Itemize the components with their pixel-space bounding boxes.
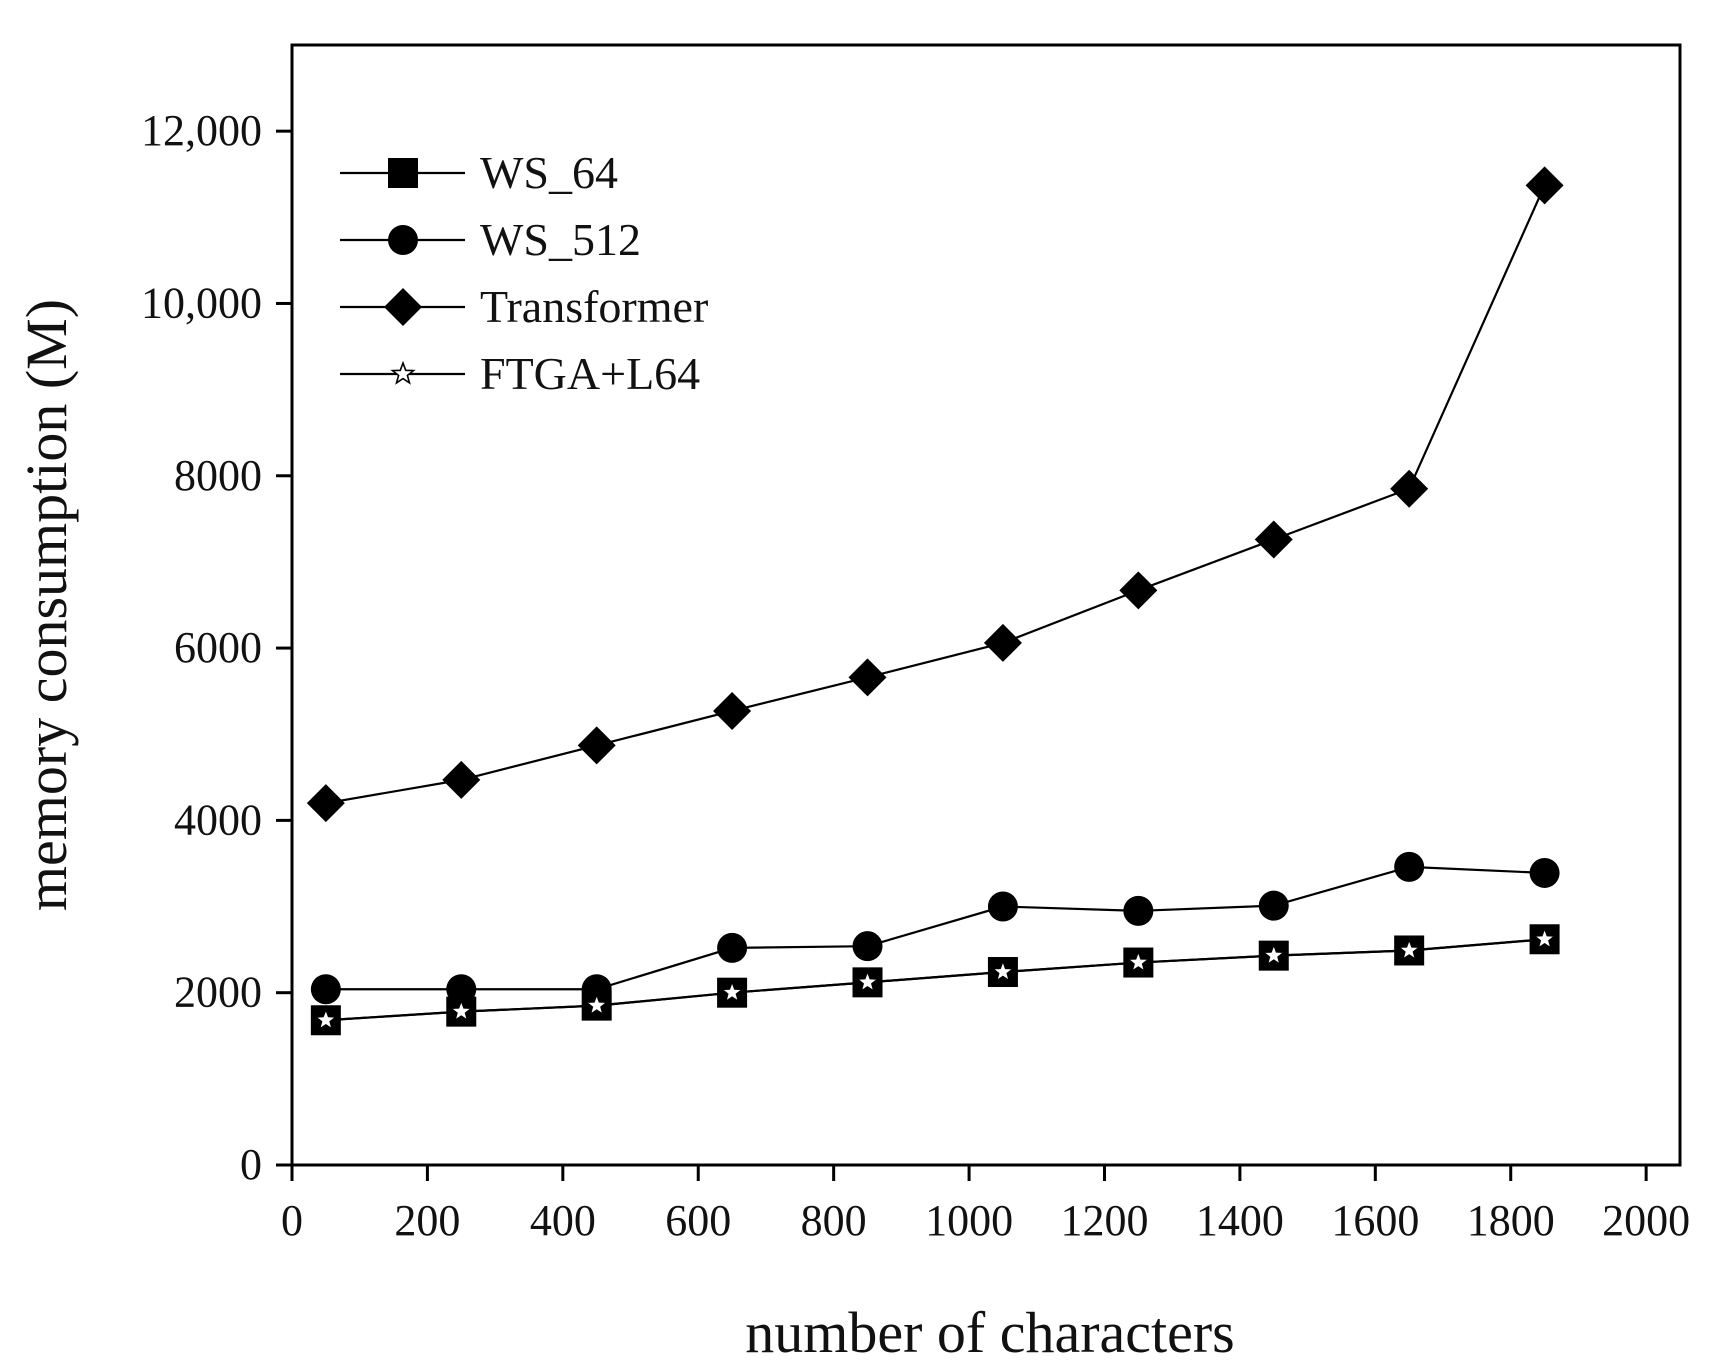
data-point-ftga-l64 [1531,925,1558,951]
data-point-ws-512 [1394,851,1425,882]
x-tick-label: 1800 [1467,1196,1555,1245]
legend-label-transformer: Transformer [480,281,708,332]
data-point-transformer [1390,469,1429,508]
y-tick-label: 2000 [174,968,262,1017]
y-tick-label: 4000 [174,795,262,844]
x-tick-label: 200 [394,1196,460,1245]
y-tick-label: 8000 [174,451,262,500]
x-tick-label: 1200 [1060,1196,1148,1245]
data-point-ws-512 [581,974,612,1005]
data-point-ftga-l64 [583,992,610,1017]
data-point-ws-512 [987,891,1018,922]
plot-frame [290,43,1682,1167]
data-point-transformer [1254,520,1293,559]
data-point-ws-512 [1123,895,1154,926]
data-point-ftga-l64 [719,979,745,1004]
data-point-transformer [577,726,616,765]
data-point-ftga-l64 [1125,949,1151,974]
series-line-ftga-l64 [325,938,1545,1022]
legend-marker-ftga-l64 [390,360,416,385]
data-point-transformer [1525,166,1564,205]
y-tick-label: 12,000 [141,106,262,155]
x-tick-label: 400 [530,1196,596,1245]
data-point-ws-512 [310,974,341,1005]
data-point-ftga-l64 [1261,942,1287,967]
data-point-transformer [306,784,345,823]
data-point-transformer [713,691,752,730]
legend-item-transformer: Transformer [340,281,708,332]
series-line-transformer [325,184,1546,805]
data-point-transformer [983,623,1022,662]
data-point-ftga-l64 [1396,937,1422,962]
y-tick-label: 6000 [174,623,262,672]
legend-marker-ws-512 [388,225,418,255]
legend-item-ws-512: WS_512 [340,214,641,265]
data-point-ws-512 [1258,890,1289,921]
data-point-ws-512 [717,932,748,963]
data-point-transformer [848,658,887,697]
x-tick-label: 800 [801,1196,867,1245]
x-tick-label: 1400 [1196,1196,1284,1245]
data-point-ftga-l64 [448,998,474,1023]
x-tick-label: 1000 [925,1196,1013,1245]
legend-item-ws-64: WS_64 [340,147,618,198]
legend-label-ws-512: WS_512 [480,214,641,265]
series-ftga-l64 [313,925,1558,1032]
legend-marker-transformer [384,288,422,326]
data-point-transformer [442,760,481,799]
legend-label-ftga-l64: FTGA+L64 [480,348,700,399]
data-point-ws-512 [852,931,883,962]
x-tick-label: 1600 [1331,1196,1419,1245]
series-line-ws-512 [325,865,1545,991]
series-transformer [306,166,1564,823]
x-axis-title: number of characters [745,1300,1235,1365]
data-point-ws-512 [446,974,477,1005]
data-point-ftga-l64 [854,969,881,994]
x-tick-label: 2000 [1602,1196,1690,1245]
series-ws-64 [310,924,1560,1036]
x-tick-label: 600 [665,1196,731,1245]
data-point-transformer [1119,571,1158,610]
legend-label-ws-64: WS_64 [480,147,618,198]
legend-item-ftga-l64: FTGA+L64 [340,348,700,399]
y-axis-title: memory consumption (M) [14,299,79,911]
legend-marker-ws-64 [388,158,418,188]
x-tick-label: 0 [281,1196,303,1245]
data-point-ws-512 [1529,857,1560,888]
data-point-ftga-l64 [990,958,1016,983]
series-ws-512 [310,851,1560,1005]
data-point-ftga-l64 [313,1007,339,1032]
y-tick-label: 0 [240,1140,262,1189]
y-tick-label: 10,000 [141,278,262,327]
